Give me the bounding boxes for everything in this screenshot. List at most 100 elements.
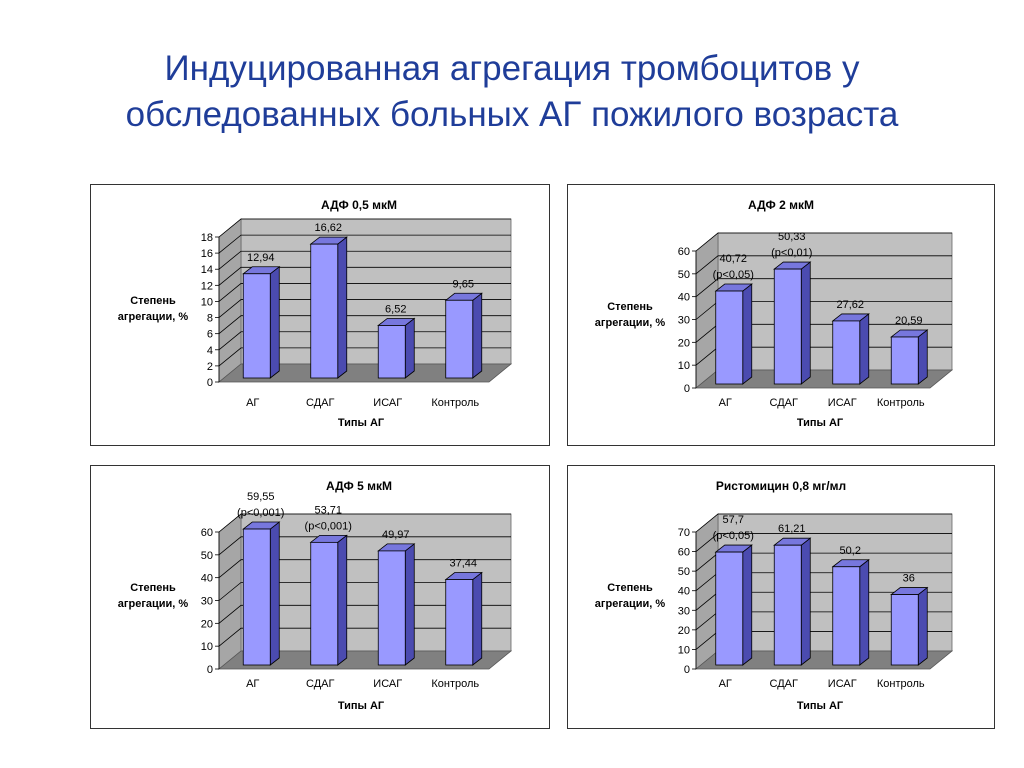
gridline — [218, 234, 511, 254]
y-tick-label: 60 — [201, 527, 213, 539]
bar-side — [269, 265, 280, 379]
bar-front — [377, 325, 406, 379]
bar-front — [242, 273, 271, 379]
chart-panel-adp-5: 0 10 20 30 40 50 60 59,55 (p<0,001) АГ 53,71 (p<0,0… — [90, 465, 550, 729]
y-tick-label: 10 — [201, 296, 213, 308]
floor — [694, 650, 954, 670]
y-axis-label-line-1: Степень — [130, 295, 176, 307]
y-axis-label-line-1: Степень — [607, 301, 653, 313]
y-tick-label: 4 — [207, 345, 213, 357]
gridline — [695, 255, 952, 275]
bar — [377, 317, 416, 379]
y-tick-label: 70 — [678, 527, 690, 539]
x-category-label: ИСАГ — [828, 678, 857, 690]
value-label: 20,59 — [895, 315, 923, 327]
gridline — [695, 533, 952, 552]
p-value-label: (p<0,001) — [305, 520, 352, 532]
y-tick-label: 14 — [201, 264, 213, 276]
bar-front — [377, 550, 406, 666]
y-tick-label: 6 — [207, 329, 213, 341]
x-category-label: СДАГ — [306, 678, 334, 690]
y-axis-label-line-1: Степень — [130, 582, 176, 594]
x-category-label: АГ — [719, 397, 732, 409]
gridline — [218, 604, 511, 624]
bar-side — [800, 537, 811, 666]
bar-side — [917, 586, 928, 666]
bar-side — [742, 544, 753, 666]
bar-front — [832, 320, 861, 385]
x-category-label: АГ — [719, 678, 732, 690]
gridline — [218, 347, 511, 367]
x-axis-label: Типы АГ — [797, 700, 844, 712]
bar — [773, 537, 812, 666]
y-tick-label: 20 — [678, 337, 690, 349]
bar-side — [269, 521, 280, 666]
value-label: 12,94 — [247, 252, 275, 264]
y-tick-label: 18 — [201, 232, 213, 244]
bar-side — [859, 558, 870, 666]
y-tick-label: 60 — [678, 246, 690, 258]
bar — [309, 236, 348, 379]
bar — [714, 544, 753, 666]
value-label: 40,72 — [719, 253, 747, 265]
bar — [714, 283, 753, 385]
y-tick-label: 16 — [201, 248, 213, 260]
slide-title-line-1: Индуцированная агрегация тромбоцитов у — [164, 49, 860, 88]
value-label: 53,71 — [314, 504, 342, 516]
bar-side — [859, 313, 870, 385]
bar — [309, 534, 348, 666]
y-tick-label: 50 — [678, 566, 690, 578]
y-tick-label: 0 — [684, 664, 690, 676]
gridline — [695, 232, 952, 252]
bar-side — [917, 329, 928, 385]
value-label: 37,44 — [449, 558, 477, 570]
bar — [831, 313, 870, 385]
x-category-label: ИСАГ — [828, 397, 857, 409]
bar-front — [310, 243, 339, 379]
y-tick-label: 30 — [201, 596, 213, 608]
gridline — [218, 250, 511, 270]
bar-side — [742, 283, 753, 385]
gridline — [218, 582, 511, 601]
value-label: 9,65 — [453, 278, 474, 290]
y-tick-label: 8 — [207, 313, 213, 325]
y-tick-label: 0 — [207, 664, 213, 676]
chart-title: АДФ 5 мкМ — [326, 479, 392, 493]
x-axis-label: Типы АГ — [797, 417, 844, 429]
bar — [831, 558, 870, 666]
y-tick-label: 50 — [201, 550, 213, 562]
value-label: 57,7 — [723, 514, 744, 526]
y-tick-label: 40 — [678, 292, 690, 304]
y-tick-label: 20 — [678, 625, 690, 637]
y-tick-label: 60 — [678, 547, 690, 559]
y-tick-label: 40 — [678, 586, 690, 598]
bar-front — [715, 290, 744, 385]
y-tick-label: 30 — [678, 315, 690, 327]
bar-front — [890, 336, 919, 385]
value-label: 59,55 — [247, 491, 275, 503]
gridline — [218, 536, 511, 556]
chart-title: АДФ 0,5 мкМ — [321, 198, 397, 212]
bar — [242, 265, 281, 379]
y-axis-label-line-2: агрегации, % — [118, 598, 189, 610]
chart-ristomycin: 0 10 20 30 40 50 60 70 57,7 (p<0,05) АГ 61,21 СДАГ 50… — [595, 479, 954, 712]
y-axis-label-line-2: агрегации, % — [118, 311, 189, 323]
bar-front — [310, 541, 339, 666]
x-category-label: АГ — [246, 678, 259, 690]
gridline — [695, 513, 952, 533]
value-label: 61,21 — [778, 523, 806, 535]
bar-front — [773, 544, 802, 666]
bar-front — [242, 528, 271, 666]
p-value-label: (p<0,001) — [237, 507, 284, 519]
slide-title-line-2: обследованных больных АГ пожилого возрас… — [125, 95, 899, 134]
x-category-label: АГ — [246, 397, 259, 409]
chart-panel-ristomycin: 0 10 20 30 40 50 60 70 57,7 (p<0,05) АГ 61,21 СДАГ 50… — [567, 465, 995, 729]
bar-front — [773, 268, 802, 385]
y-axis-label-line-2: агрегации, % — [595, 317, 666, 329]
x-category-label: ИСАГ — [373, 397, 402, 409]
y-tick-label: 0 — [684, 383, 690, 395]
bar-side — [800, 261, 811, 385]
slide-title: Индуцированная агрегация тромбоцитов у о… — [0, 46, 1024, 138]
chart-adp-5: 0 10 20 30 40 50 60 59,55 (p<0,001) АГ 53,71 (p<0,0… — [118, 479, 513, 712]
y-tick-label: 0 — [207, 377, 213, 389]
